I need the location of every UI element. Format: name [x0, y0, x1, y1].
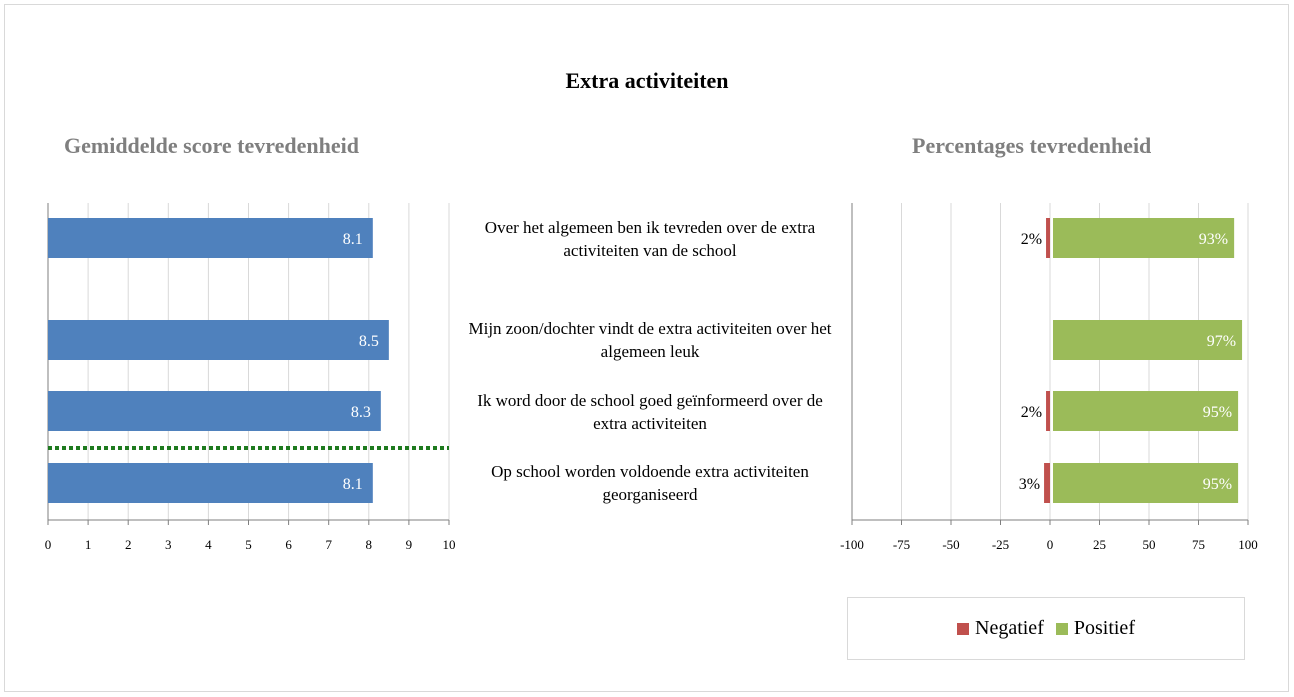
- left-x-tick-label: 10: [443, 537, 456, 552]
- question-1: Over het algemeen ben ik tevreden over d…: [484, 218, 816, 260]
- main-title: Extra activiteiten: [565, 68, 729, 93]
- negative-bar-label: 2%: [1021, 231, 1042, 248]
- right-x-tick-label: -50: [942, 537, 959, 552]
- legend: Negatief Positief: [847, 597, 1245, 660]
- left-x-tick-label: 4: [205, 537, 212, 552]
- score-bar-label: 8.1: [343, 231, 363, 248]
- right-x-tick-label: -75: [893, 537, 910, 552]
- score-bar-label: 8.1: [343, 476, 363, 493]
- negative-bar: [1046, 218, 1050, 258]
- legend-label-positive: Positief: [1073, 617, 1135, 639]
- right-x-tick-label: -25: [992, 537, 1009, 552]
- left-x-tick-label: 8: [366, 537, 373, 552]
- legend-swatch-negative: [957, 622, 969, 635]
- left-x-tick-label: 1: [85, 537, 92, 552]
- positive-bar: [1053, 218, 1235, 258]
- negative-bar-label: 2%: [1021, 404, 1042, 421]
- left-chart-title: Gemiddelde score tevredenheid: [64, 133, 359, 158]
- positive-bar-label: 93%: [1199, 231, 1228, 248]
- score-bar: [48, 391, 381, 431]
- right-x-tick-label: 25: [1093, 537, 1106, 552]
- positive-bar: [1053, 463, 1239, 503]
- left-x-tick-label: 7: [325, 537, 332, 552]
- score-bar: [48, 218, 373, 258]
- question-2: Mijn zoon/dochter vindt de extra activit…: [468, 319, 832, 361]
- right-x-tick-label: -100: [840, 537, 864, 552]
- left-x-tick-label: 2: [125, 537, 132, 552]
- right-x-tick-label: 50: [1143, 537, 1156, 552]
- score-bar: [48, 463, 373, 503]
- left-x-tick-label: 0: [45, 537, 52, 552]
- negative-bar: [1046, 391, 1050, 431]
- question-3: Ik word door de school goed geïnformeerd…: [477, 391, 823, 433]
- score-bar-label: 8.5: [359, 333, 379, 350]
- positive-bar-label: 97%: [1207, 333, 1236, 350]
- positive-bar: [1053, 320, 1243, 360]
- right-x-tick-label: 0: [1047, 537, 1054, 552]
- right-chart-title: Percentages tevredenheid: [912, 133, 1152, 158]
- left-x-tick-label: 3: [165, 537, 172, 552]
- legend-label-negative: Negatief: [975, 617, 1044, 639]
- positive-bar-label: 95%: [1203, 404, 1232, 421]
- question-4: Op school worden voldoende extra activit…: [491, 462, 809, 504]
- left-x-tick-label: 6: [285, 537, 292, 552]
- legend-item-positive: Positief: [1055, 617, 1135, 640]
- score-bar-label: 8.3: [351, 404, 371, 421]
- legend-item-negative: Negatief: [957, 617, 1044, 640]
- score-bar: [48, 320, 389, 360]
- right-x-tick-label: 100: [1238, 537, 1258, 552]
- negative-bar: [1044, 463, 1050, 503]
- left-x-tick-label: 9: [406, 537, 413, 552]
- positive-bar-label: 95%: [1203, 476, 1232, 493]
- negative-bar-label: 3%: [1019, 476, 1040, 493]
- positive-bar: [1053, 391, 1239, 431]
- legend-swatch-positive: [1055, 622, 1068, 635]
- left-x-tick-label: 5: [245, 537, 252, 552]
- right-x-tick-label: 75: [1192, 537, 1205, 552]
